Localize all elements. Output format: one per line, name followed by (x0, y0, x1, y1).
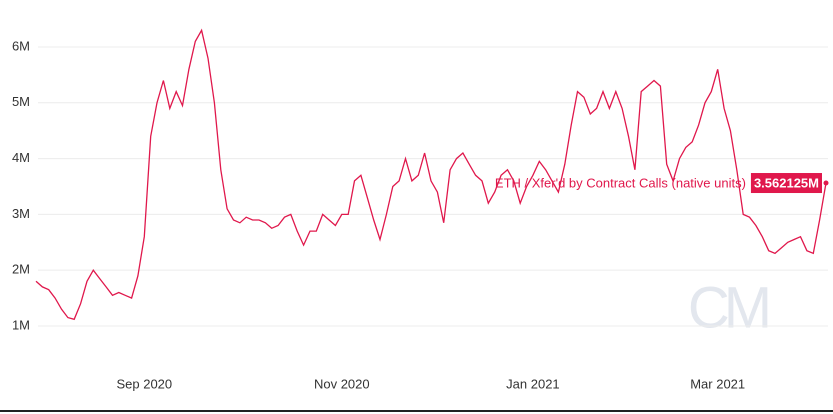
watermark: CM (688, 275, 768, 340)
series-line (35, 28, 827, 321)
y-tick-label: 3M (12, 206, 30, 221)
tooltip-box (750, 173, 822, 194)
y-tick-label: 2M (12, 262, 30, 277)
tooltip-value: 3.562125M (754, 175, 819, 190)
y-tick-label: 4M (12, 150, 30, 165)
x-tick-label: Nov 2020 (314, 376, 370, 391)
hover-point (823, 180, 829, 186)
tooltip-label: ETH / Xfer'd by Contract Calls (native u… (495, 175, 746, 190)
x-tick-label: Sep 2020 (116, 376, 172, 391)
y-tick-label: 6M (12, 38, 30, 53)
x-tick-label: Jan 2021 (506, 376, 560, 391)
x-tick-label: Mar 2021 (690, 376, 745, 391)
y-tick-label: 5M (12, 94, 30, 109)
y-tick-label: 1M (12, 317, 30, 332)
